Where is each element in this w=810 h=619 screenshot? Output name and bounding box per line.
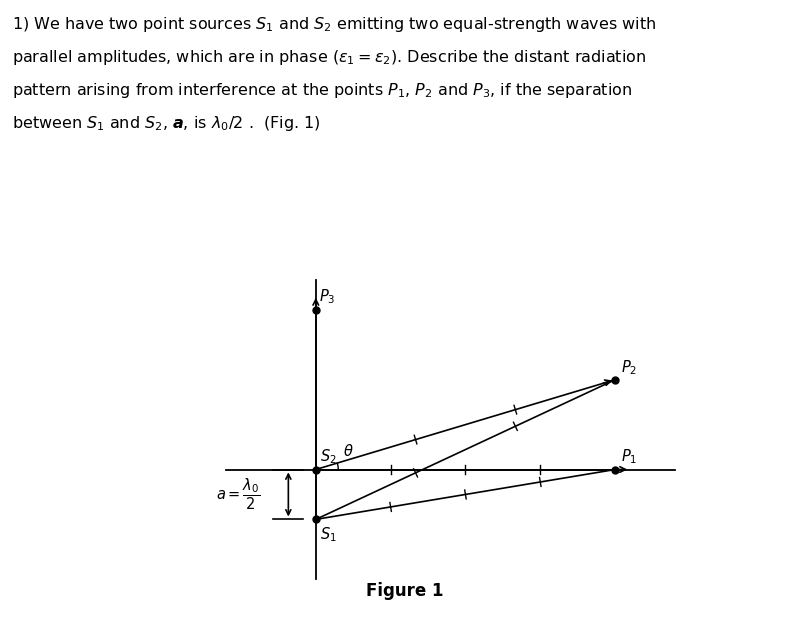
Text: $S_2$: $S_2$ <box>320 448 336 466</box>
Text: pattern arising from interference at the points $P_1$, $P_2$ and $P_3$, if the s: pattern arising from interference at the… <box>12 81 633 100</box>
Text: $P_3$: $P_3$ <box>319 288 335 306</box>
Text: $P_2$: $P_2$ <box>621 358 637 377</box>
Text: 1) We have two point sources $S_1$ and $S_2$ emitting two equal-strength waves w: 1) We have two point sources $S_1$ and $… <box>12 15 656 35</box>
Text: $a = \dfrac{\lambda_0}{2}$: $a = \dfrac{\lambda_0}{2}$ <box>216 477 261 512</box>
Text: $\theta$: $\theta$ <box>343 443 354 459</box>
Text: Figure 1: Figure 1 <box>366 582 444 600</box>
Text: between $S_1$ and $S_2$, $\boldsymbol{a}$, is $\lambda_0$/2 .  (Fig. 1): between $S_1$ and $S_2$, $\boldsymbol{a}… <box>12 114 321 133</box>
Text: parallel amplitudes, which are in phase ($\varepsilon_1 = \varepsilon_2$). Descr: parallel amplitudes, which are in phase … <box>12 48 646 67</box>
Text: $P_1$: $P_1$ <box>621 447 637 465</box>
Text: $S_1$: $S_1$ <box>320 526 337 544</box>
